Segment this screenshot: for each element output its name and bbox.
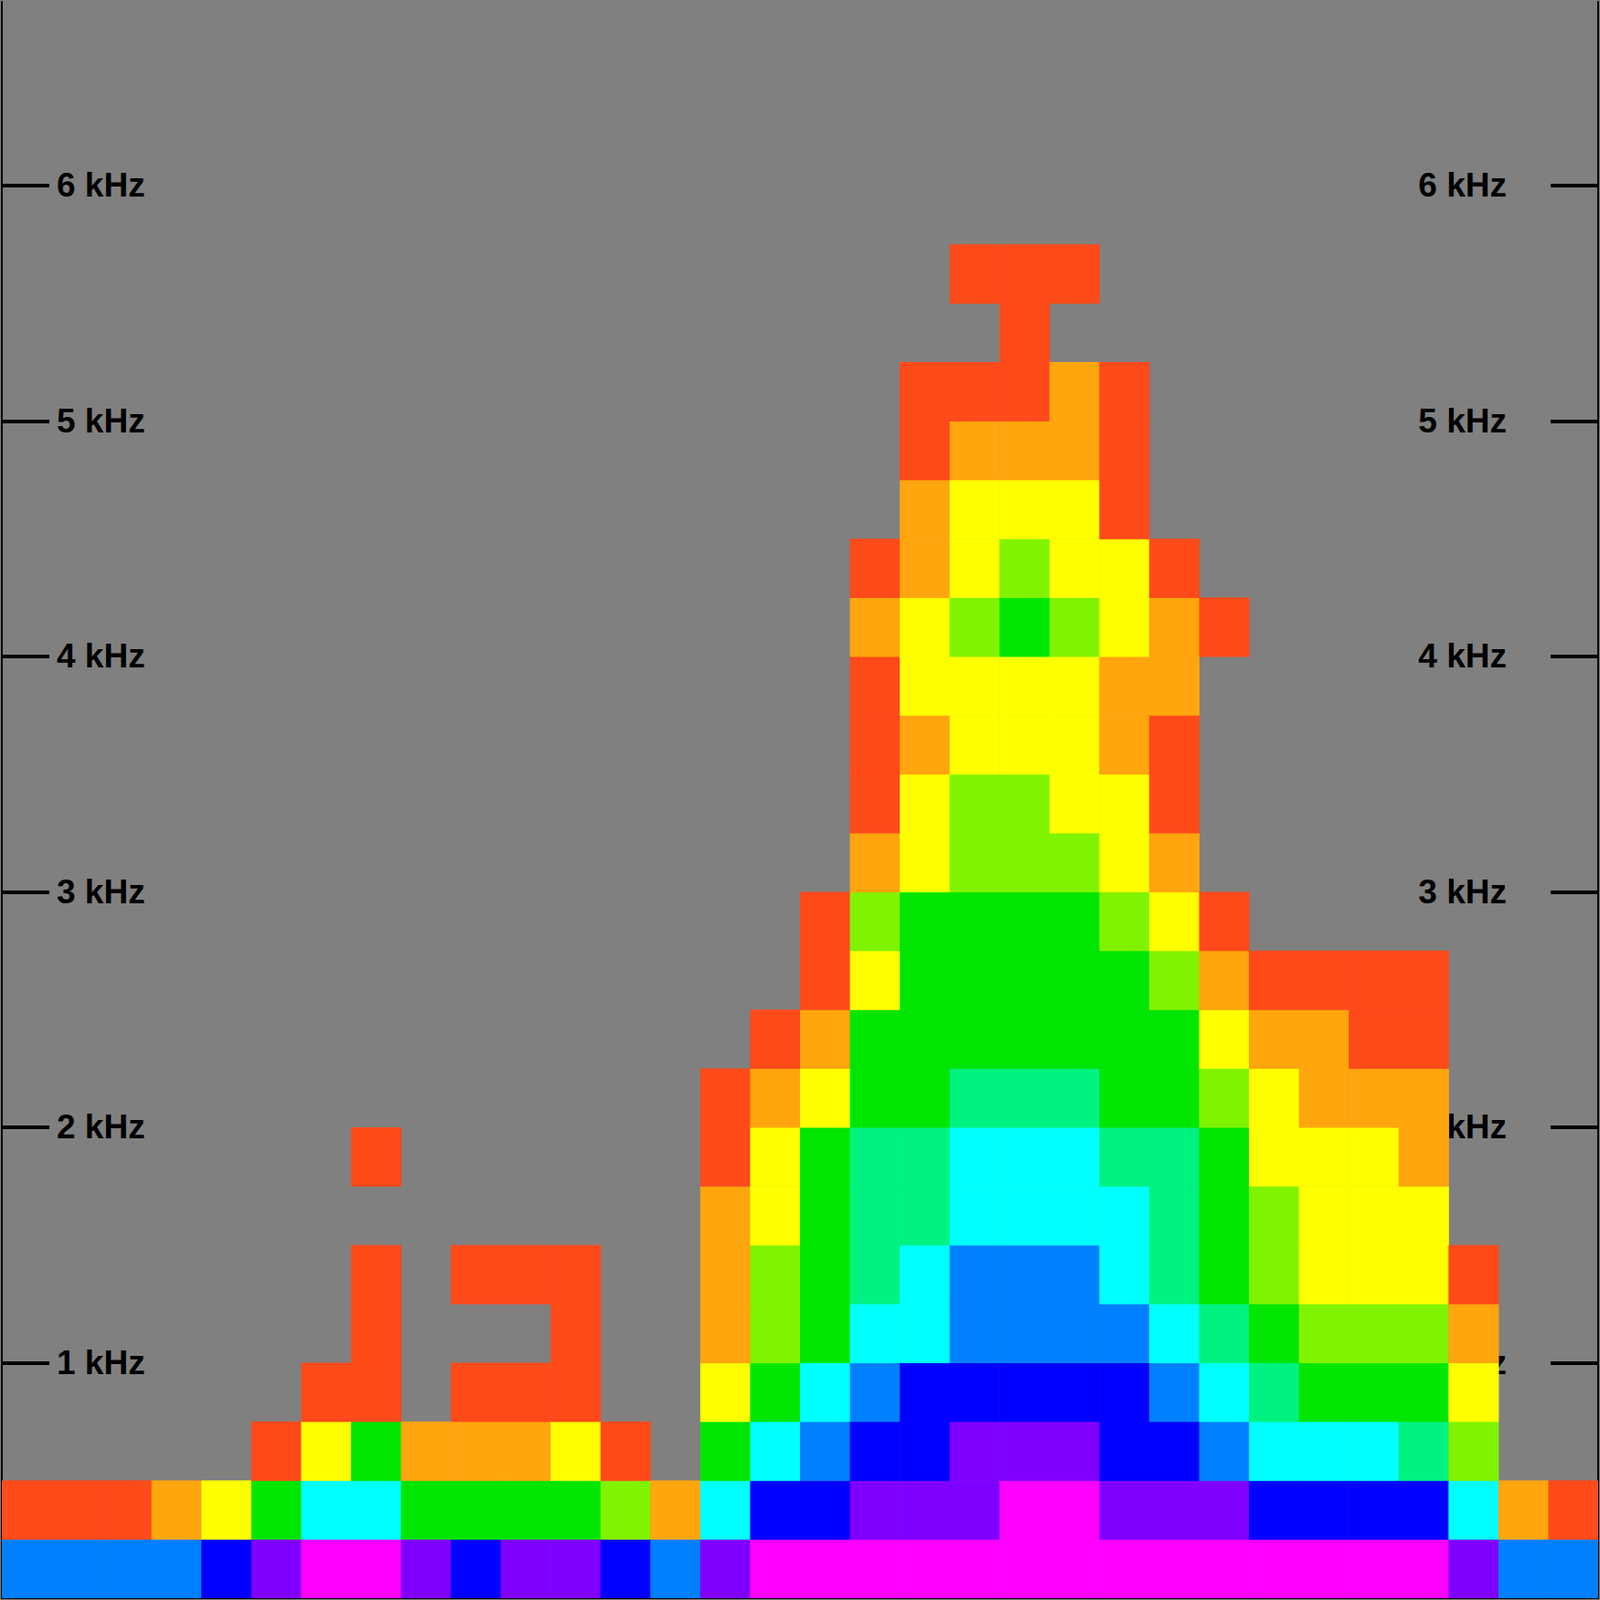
svg-text:5 kHz: 5 kHz bbox=[1418, 402, 1507, 440]
svg-text:5 kHz: 5 kHz bbox=[56, 402, 146, 440]
svg-text:6 kHz: 6 kHz bbox=[56, 166, 146, 204]
svg-text:4 kHz: 4 kHz bbox=[1418, 637, 1507, 675]
svg-text:1 kHz: 1 kHz bbox=[56, 1344, 146, 1382]
svg-text:3 kHz: 3 kHz bbox=[56, 873, 146, 911]
svg-text:3 kHz: 3 kHz bbox=[1418, 873, 1507, 911]
svg-text:2 kHz: 2 kHz bbox=[56, 1108, 146, 1146]
svg-text:4 kHz: 4 kHz bbox=[56, 637, 146, 675]
svg-text:6 kHz: 6 kHz bbox=[1418, 166, 1507, 204]
svg-text:2 kHz: 2 kHz bbox=[1418, 1108, 1507, 1147]
